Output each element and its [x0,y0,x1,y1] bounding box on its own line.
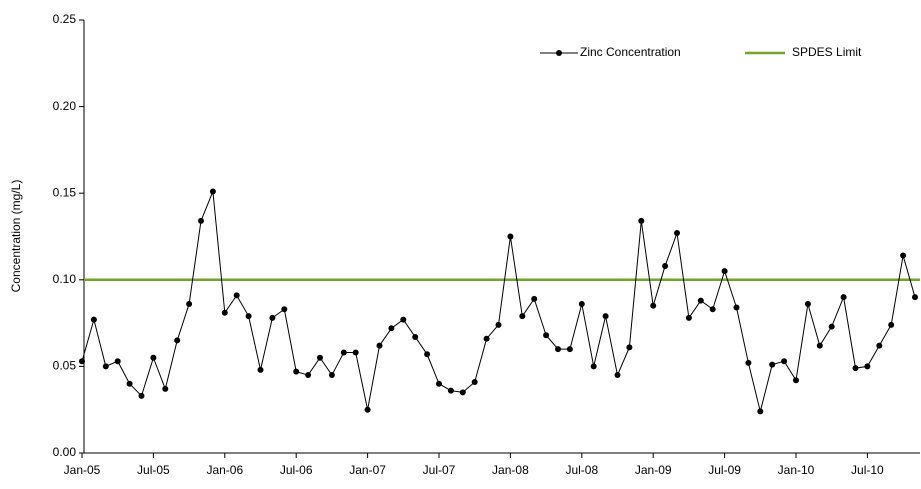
data-point [876,342,883,349]
data-point [281,306,288,313]
data-point [317,354,323,361]
data-point [662,262,669,269]
y-tick-label: 0.10 [53,272,77,286]
data-point [483,335,490,342]
x-tick-label: Jul-09 [708,463,741,477]
legend-label: SPDES Limit [792,45,862,59]
y-axis-title: Concentration (mg/L) [9,180,23,293]
x-tick-label: Jul-08 [565,463,598,477]
data-point [590,363,597,370]
data-point [221,309,228,316]
data-point [864,363,871,370]
data-point [102,363,109,370]
data-point [757,408,764,415]
data-point [793,377,799,384]
data-point [578,301,585,308]
data-point [436,380,442,387]
data-point [614,372,621,379]
data-point [388,325,395,332]
data-point [471,378,478,385]
data-point [650,302,657,309]
data-point [447,387,454,394]
data-point [852,365,859,372]
data-point [364,406,371,413]
data-point [602,313,609,320]
data-point [174,337,181,344]
y-tick-label: 0.05 [53,359,77,373]
data-point [150,354,157,361]
y-tick-label: 0.00 [53,445,77,459]
data-point [816,342,823,349]
data-point [459,389,466,396]
data-point [781,358,788,365]
data-point [566,346,573,353]
data-point [305,372,312,379]
x-tick-label: Jan-06 [206,463,243,477]
data-point [138,392,145,399]
data-point [697,297,704,304]
data-point [555,346,561,353]
data-point [638,217,645,224]
data-point [674,230,680,237]
data-point [769,361,776,368]
data-point [626,344,633,351]
data-point [162,385,169,392]
data-point [90,316,97,323]
x-tick-label: Jul-07 [423,463,456,477]
data-point [733,304,740,311]
data-point [340,349,347,356]
data-point [352,349,359,356]
y-tick-label: 0.20 [53,99,77,113]
x-tick-label: Jan-09 [635,463,672,477]
data-point [840,294,847,301]
data-point [186,301,193,308]
data-point [495,321,502,328]
data-point [376,342,383,349]
x-tick-label: Jul-05 [137,463,170,477]
data-point [412,333,419,340]
y-tick-label: 0.15 [53,185,77,199]
data-point [721,268,728,275]
x-tick-label: Jul-10 [851,463,884,477]
data-point [400,316,407,323]
data-point [507,233,514,240]
data-point [257,366,264,373]
data-point [198,217,204,224]
x-tick-label: Jan-07 [349,463,386,477]
data-point [709,306,716,313]
data-point [531,295,538,302]
legend-marker [556,50,562,56]
data-point [543,332,550,339]
y-tick-label: 0.25 [53,12,77,26]
data-point [912,294,918,301]
data-point [233,292,240,299]
legend-label: Zinc Concentration [580,45,681,59]
data-point [519,313,526,320]
data-point [209,188,216,195]
data-point [293,368,300,375]
data-point [114,358,121,365]
data-point [126,380,133,387]
data-point [328,372,335,379]
data-point [269,314,276,321]
data-point [745,359,752,366]
data-point [888,321,895,328]
x-tick-label: Jul-06 [280,463,313,477]
data-point [804,301,811,308]
data-point [828,323,835,330]
data-point [685,314,692,321]
x-tick-label: Jan-08 [492,463,529,477]
data-point [424,351,431,358]
x-tick-label: Jan-10 [778,463,815,477]
data-point [245,313,252,320]
data-point [900,252,907,259]
data-point [79,358,85,365]
x-tick-label: Jan-05 [64,463,101,477]
data-line [81,191,916,412]
